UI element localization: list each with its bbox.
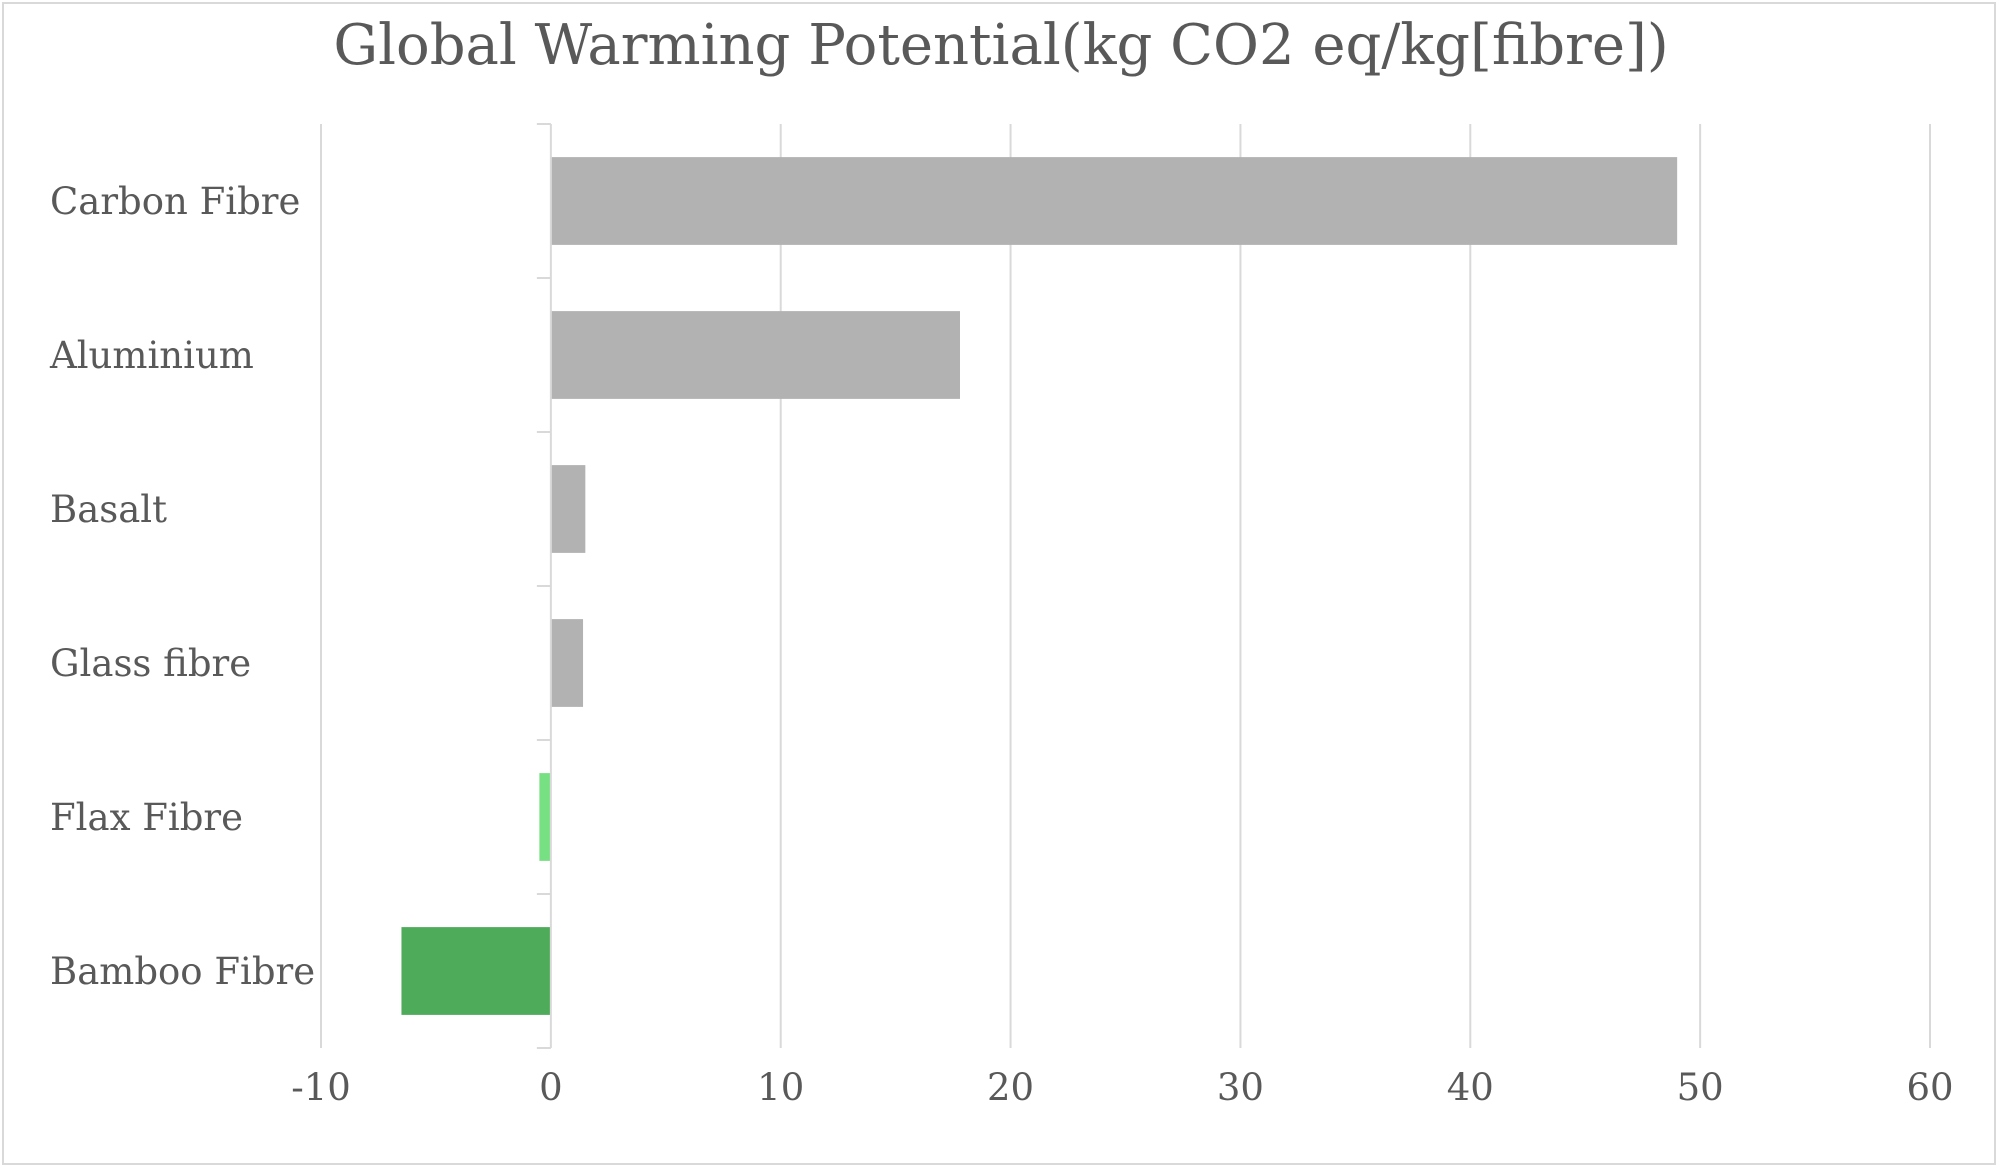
x-tick-label: 30 — [1217, 1066, 1264, 1109]
bar — [550, 157, 1678, 245]
category-label: Carbon Fibre — [50, 180, 300, 223]
bar — [550, 619, 584, 707]
bar — [550, 465, 586, 553]
bar-chart: Global Warming Potential(kg CO2 eq/kg[fi… — [49, 13, 1954, 1109]
bars — [401, 157, 1678, 1015]
bar — [539, 773, 551, 861]
category-label: Bamboo Fibre — [50, 950, 315, 993]
x-tick-label: 20 — [987, 1066, 1034, 1109]
category-label: Glass fibre — [50, 642, 251, 685]
x-tick-label: 10 — [757, 1066, 804, 1109]
gridlines — [320, 124, 1931, 1048]
category-axis — [536, 123, 552, 1049]
value-axis-tick-labels: -10 0 10 20 30 40 50 60 — [291, 1066, 1953, 1109]
category-label: Basalt — [50, 488, 167, 531]
chart-title: Global Warming Potential(kg CO2 eq/kg[fi… — [333, 13, 1668, 78]
category-labels: Carbon Fibre Aluminium Basalt Glass fibre Fl… — [49, 180, 315, 993]
bar — [401, 927, 551, 1015]
x-tick-label: 40 — [1447, 1066, 1494, 1109]
bar — [550, 311, 961, 399]
x-tick-label: 60 — [1906, 1066, 1953, 1109]
x-tick-label: -10 — [291, 1066, 351, 1109]
x-tick-label: 0 — [539, 1066, 563, 1109]
category-label: Aluminium — [49, 334, 254, 377]
category-label: Flax Fibre — [50, 796, 243, 839]
x-tick-label: 50 — [1677, 1066, 1724, 1109]
